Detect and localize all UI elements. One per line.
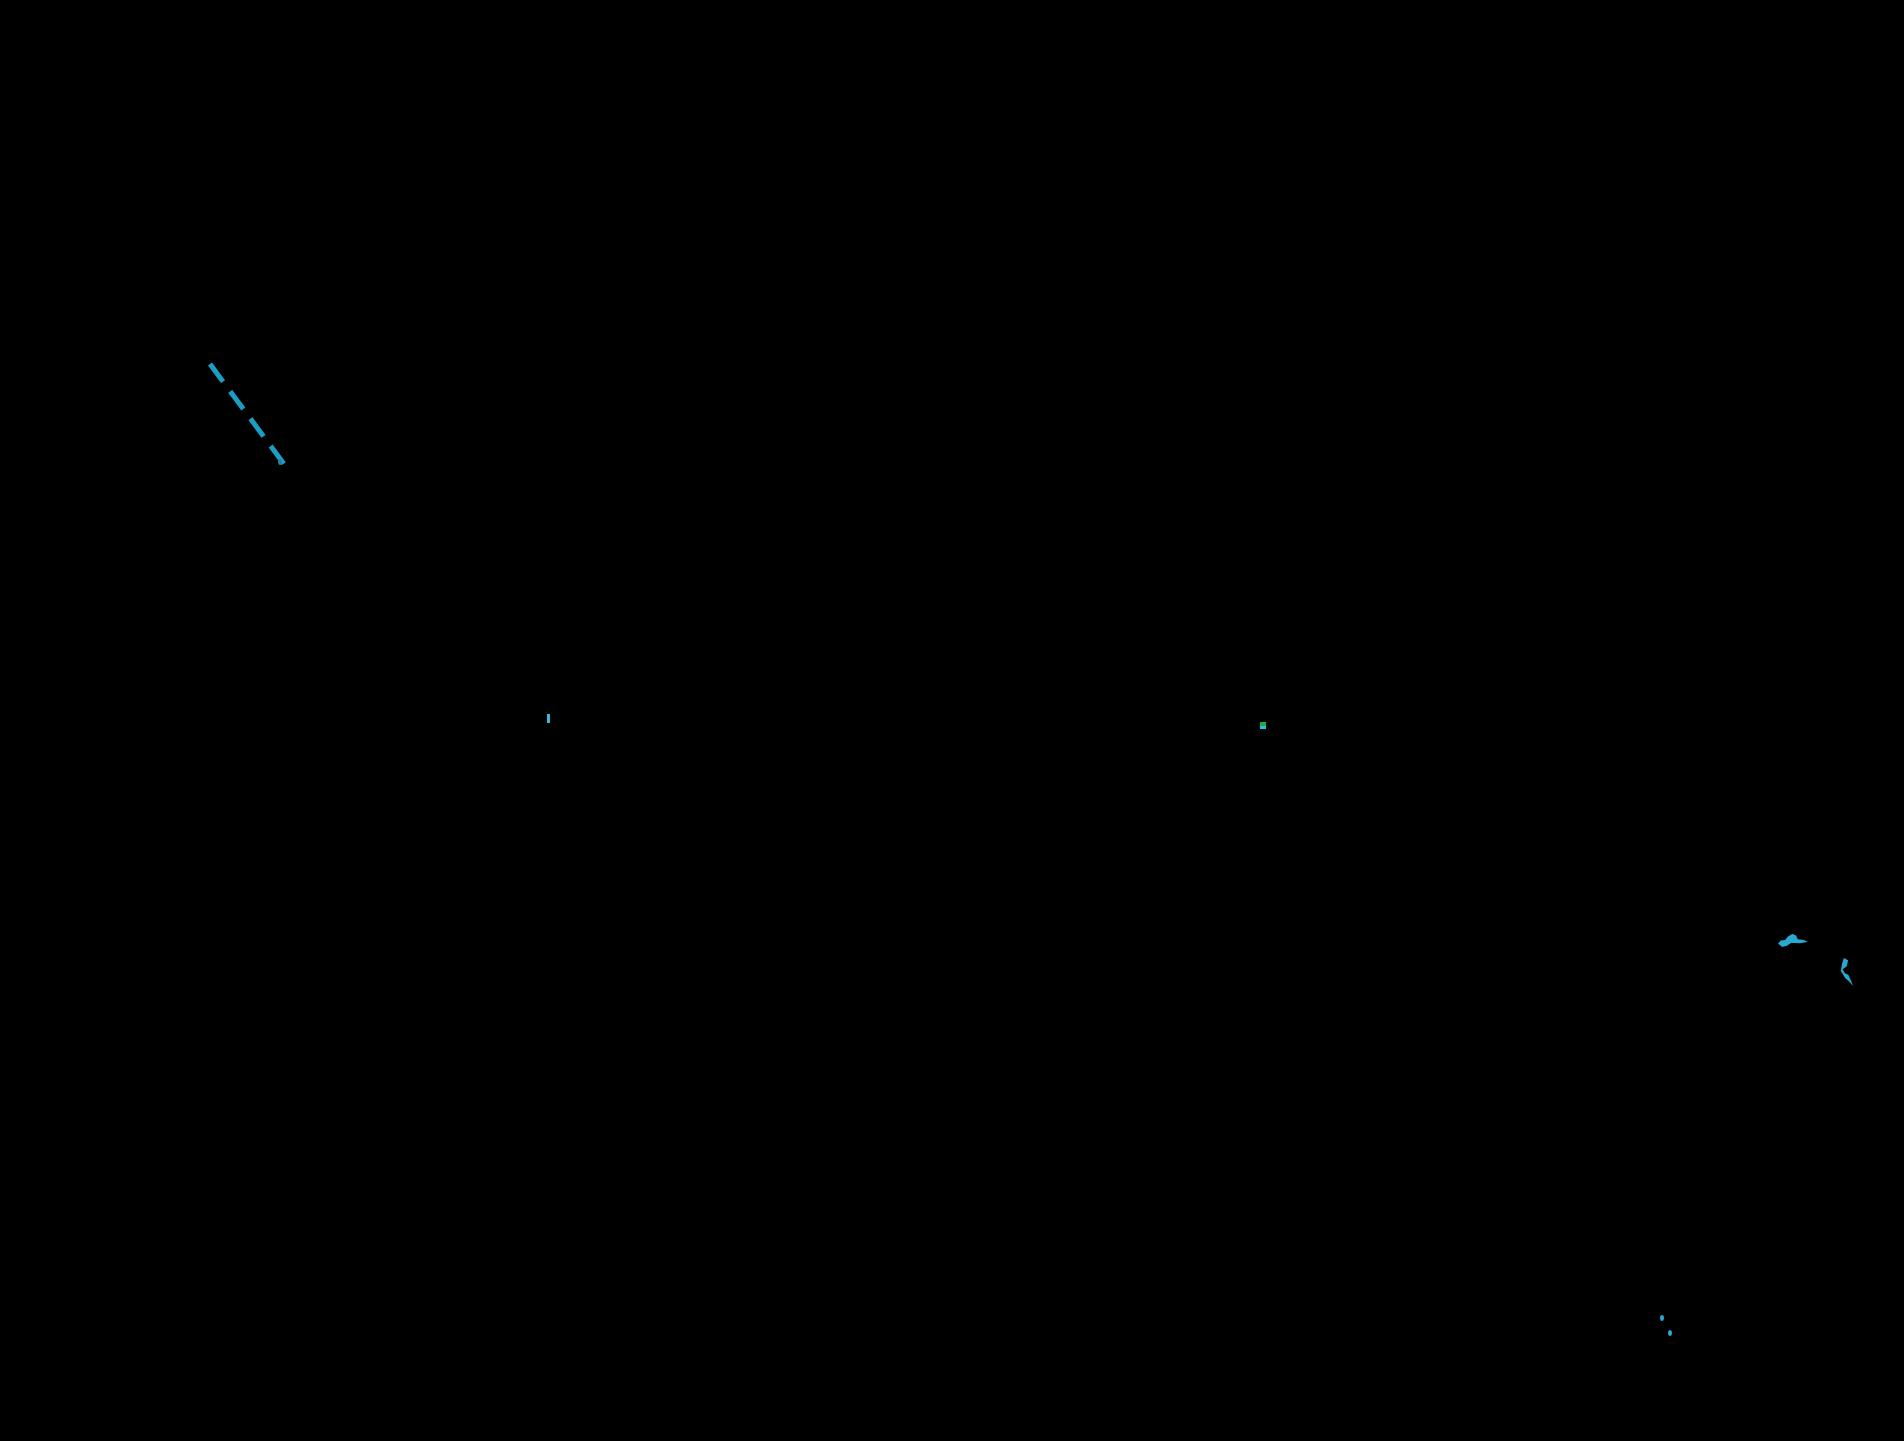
bicolor-dot-green-half [1260,722,1266,726]
bicolor-dot-cyan-half [1260,726,1266,729]
blob-upper-right[interactable] [1778,933,1808,948]
speck-lower [1668,1330,1672,1336]
line-end-speck [278,459,282,465]
bicolor-dot-marker[interactable] [1260,722,1266,729]
vertical-tick-mark[interactable] [547,714,550,723]
blob-lower-right[interactable] [1840,958,1853,986]
dashed-diagonal-line[interactable] [207,362,287,466]
speck-upper [1660,1315,1664,1321]
